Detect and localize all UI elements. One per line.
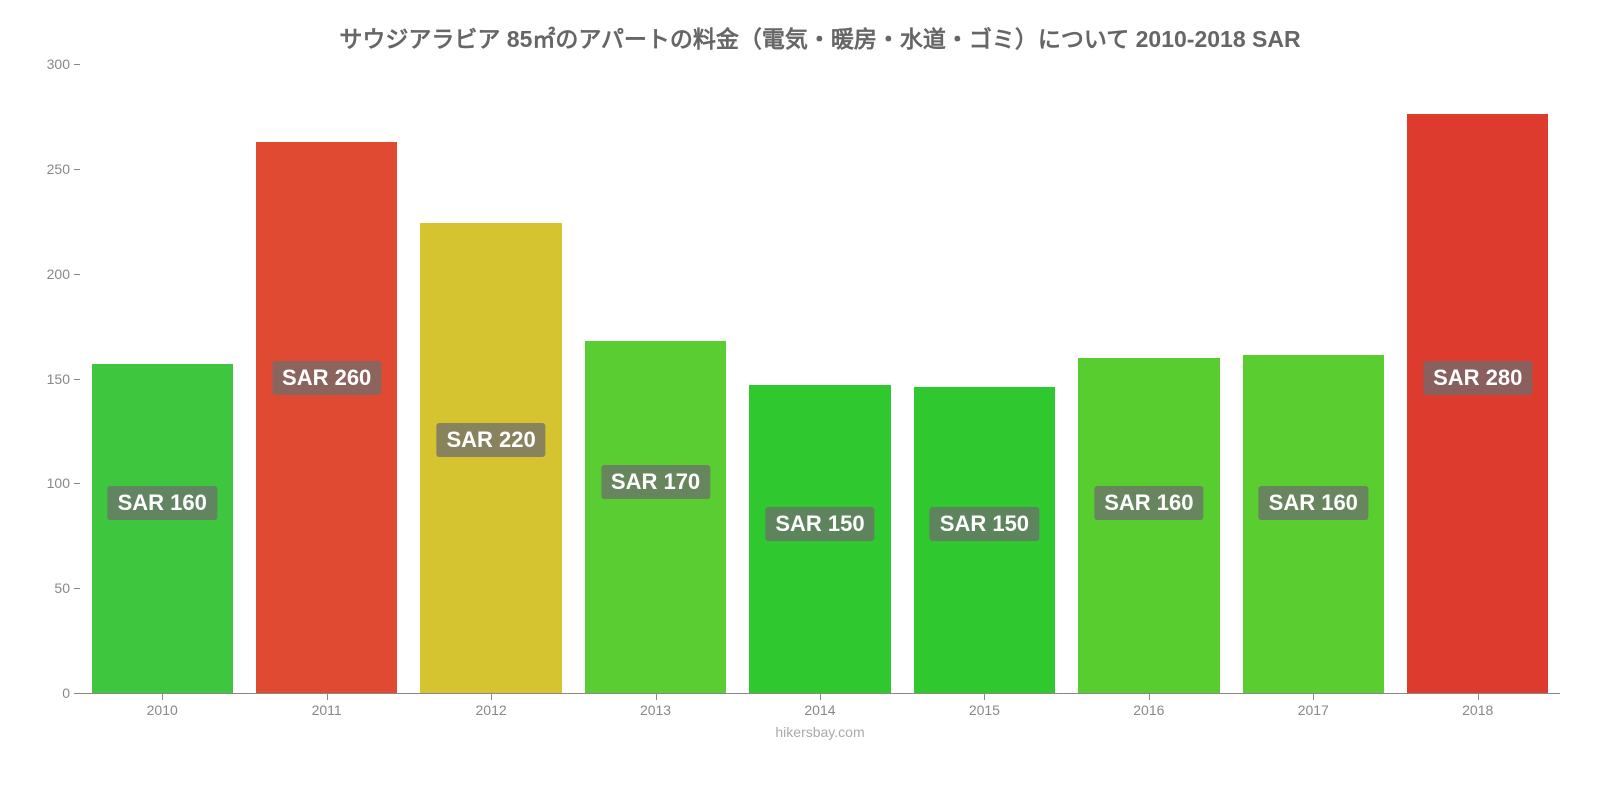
bar-slot: SAR 150 [902,64,1066,693]
bar-slot: SAR 280 [1396,64,1560,693]
bar: SAR 170 [585,341,726,693]
bar: SAR 150 [914,387,1055,693]
bar: SAR 160 [1243,355,1384,693]
y-axis-label: 200 [47,266,70,282]
y-axis-tick [74,169,80,170]
bar-value-label: SAR 150 [930,507,1039,541]
x-axis-label: 2014 [738,702,902,718]
attribution-text: hikersbay.com [80,724,1560,740]
bar: SAR 150 [749,385,890,693]
x-axis-label: 2017 [1231,702,1395,718]
y-axis-label: 150 [47,371,70,387]
bar-value-label: SAR 160 [108,486,217,520]
x-axis-labels: 201020112012201320142015201620172018 [80,702,1560,718]
bar: SAR 280 [1407,114,1548,693]
x-axis-label: 2018 [1396,702,1560,718]
y-axis-tick [74,693,80,694]
bar-slot: SAR 260 [244,64,408,693]
x-axis-label: 2016 [1067,702,1231,718]
y-axis-label: 100 [47,475,70,491]
bar-value-label: SAR 160 [1094,486,1203,520]
bar-value-label: SAR 150 [765,507,874,541]
bars-group: SAR 160 SAR 260 SAR 220 SAR 170 SAR 150 SAR 1… [80,64,1560,693]
plot-area: SAR 160 SAR 260 SAR 220 SAR 170 SAR 150 SAR 1… [80,64,1560,694]
x-axis-label: 2011 [244,702,408,718]
bar-slot: SAR 170 [573,64,737,693]
x-axis-label: 2013 [573,702,737,718]
y-axis-tick [74,274,80,275]
y-axis-tick [74,483,80,484]
y-axis-label: 50 [54,580,70,596]
bar-slot: SAR 160 [1231,64,1395,693]
x-axis-label: 2015 [902,702,1066,718]
y-axis-label: 0 [62,685,70,701]
chart-container: サウジアラビア 85㎡のアパートの料金（電気・暖房・水道・ゴミ）について 201… [0,0,1600,800]
y-axis-label: 250 [47,161,70,177]
bar: SAR 260 [256,142,397,693]
y-axis-tick [74,379,80,380]
y-axis-tick [74,588,80,589]
bar-value-label: SAR 160 [1259,486,1368,520]
bar-value-label: SAR 260 [272,361,381,395]
bar: SAR 160 [1078,358,1219,693]
bar-slot: SAR 150 [738,64,902,693]
bar-slot: SAR 220 [409,64,573,693]
chart-title: サウジアラビア 85㎡のアパートの料金（電気・暖房・水道・ゴミ）について 201… [80,20,1560,54]
bar-value-label: SAR 220 [436,423,545,457]
bar: SAR 220 [420,223,561,693]
y-axis-tick [74,64,80,65]
x-axis-label: 2010 [80,702,244,718]
bar: SAR 160 [92,364,233,693]
bar-value-label: SAR 170 [601,465,710,499]
y-axis-label: 300 [47,56,70,72]
bar-value-label: SAR 280 [1423,361,1532,395]
x-axis-label: 2012 [409,702,573,718]
bar-slot: SAR 160 [1067,64,1231,693]
bar-slot: SAR 160 [80,64,244,693]
